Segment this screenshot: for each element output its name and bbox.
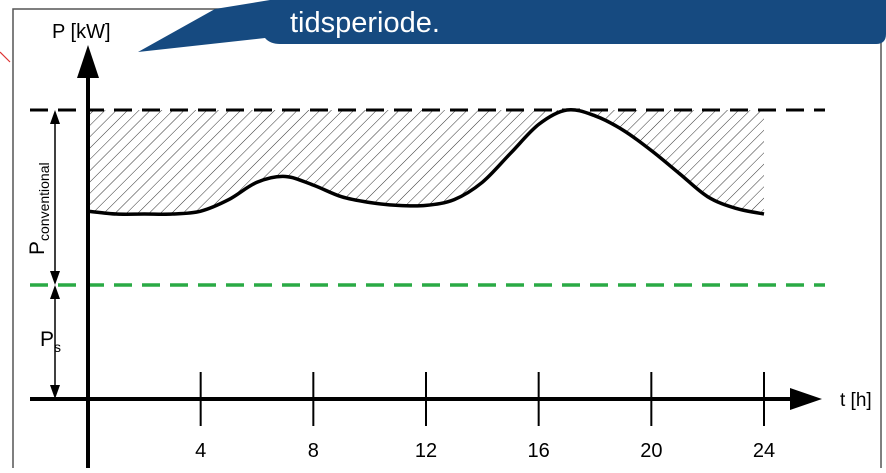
x-tick-label-4: 4	[195, 440, 206, 462]
edge-mark	[0, 51, 11, 63]
y-axis-label: P [kW]	[52, 21, 111, 43]
p-conventional-main: P	[26, 241, 49, 255]
x-tick-label-16: 16	[528, 440, 550, 462]
x-tick-label-24: 24	[753, 440, 775, 462]
x-axis-label: t [h]	[840, 390, 872, 411]
p-s-arrow-bottom	[50, 385, 60, 399]
x-tick-label-20: 20	[640, 440, 662, 462]
callout-text: tidsperiode.	[290, 7, 440, 39]
p-s-main: P	[40, 328, 54, 351]
p-conventional-arrow-top	[50, 110, 60, 124]
p-s-arrow-top	[50, 285, 60, 299]
x-ticks	[199, 372, 765, 426]
x-axis-arrow	[790, 388, 822, 410]
y-axis-arrow	[77, 45, 99, 78]
x-tick-label-12: 12	[415, 440, 437, 462]
x-tick-labels: 4 8 12 16 20 24	[195, 440, 775, 462]
power-curve	[87, 107, 765, 216]
p-conventional-sub: conventional	[36, 162, 52, 241]
p-conventional-label: P conventional	[26, 162, 52, 255]
x-tick-label-8: 8	[308, 440, 319, 462]
p-conventional-arrow-bottom	[50, 271, 60, 285]
hatched-area	[88, 109, 764, 215]
callout-bubble	[138, 0, 886, 52]
p-s-sub: s	[54, 339, 61, 355]
